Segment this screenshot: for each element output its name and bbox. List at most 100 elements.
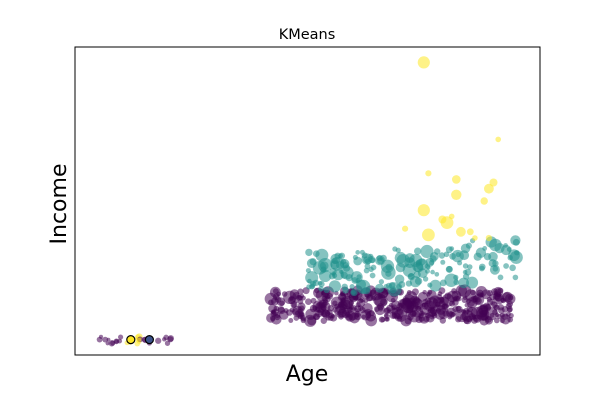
data-point — [334, 252, 341, 260]
data-point — [484, 183, 494, 194]
data-point — [346, 307, 353, 313]
data-point — [438, 252, 446, 259]
data-point — [167, 336, 174, 343]
data-point — [398, 302, 404, 308]
data-point — [417, 56, 430, 69]
data-point — [451, 249, 464, 263]
data-point — [342, 287, 349, 294]
data-point — [514, 249, 520, 256]
centroid-marker — [126, 335, 136, 345]
data-point — [392, 246, 398, 252]
data-point — [402, 225, 409, 232]
data-point — [356, 279, 371, 295]
data-point — [305, 268, 311, 274]
data-point — [305, 248, 313, 257]
data-point — [361, 314, 366, 319]
data-point — [375, 283, 385, 293]
data-point — [480, 197, 488, 205]
data-point — [485, 303, 492, 311]
data-point — [349, 284, 355, 290]
data-point — [108, 340, 115, 347]
data-point — [396, 314, 402, 320]
data-point — [439, 304, 446, 310]
data-point — [134, 340, 141, 347]
data-point — [462, 269, 468, 275]
data-point — [427, 289, 433, 295]
data-point — [407, 273, 415, 281]
data-point — [352, 254, 358, 260]
data-point — [466, 276, 479, 289]
centroid-markers — [126, 335, 154, 345]
data-point — [155, 337, 162, 344]
data-point — [402, 301, 415, 313]
data-point — [467, 264, 473, 270]
data-point — [292, 291, 300, 300]
data-point — [373, 306, 380, 312]
data-point — [378, 316, 385, 323]
data-point — [342, 264, 351, 272]
data-point — [445, 265, 453, 273]
data-point — [414, 247, 422, 255]
data-point — [425, 170, 432, 177]
data-point — [384, 317, 389, 322]
data-point — [363, 267, 370, 274]
data-point — [388, 302, 394, 308]
data-point — [300, 295, 306, 301]
data-point — [417, 204, 430, 217]
data-point — [461, 309, 466, 314]
data-point — [389, 311, 397, 319]
data-point — [448, 213, 455, 220]
data-point — [503, 243, 508, 248]
data-point — [315, 248, 329, 262]
data-point — [462, 263, 469, 269]
data-point — [422, 228, 435, 242]
data-point — [312, 260, 327, 275]
data-point — [427, 308, 437, 317]
data-point — [418, 313, 424, 319]
data-point — [297, 298, 304, 305]
y-axis-label: Income — [47, 164, 72, 245]
data-point — [314, 287, 320, 294]
data-point — [118, 334, 124, 340]
data-point — [472, 314, 482, 323]
data-point — [507, 307, 513, 313]
data-point — [331, 271, 336, 276]
data-point — [300, 316, 306, 322]
data-point — [350, 288, 358, 297]
data-point — [351, 277, 359, 284]
data-point — [440, 259, 446, 265]
data-point — [456, 226, 466, 237]
data-point — [293, 298, 299, 304]
data-point — [368, 255, 376, 264]
data-point — [485, 234, 492, 242]
data-point — [495, 312, 500, 318]
data-point — [354, 305, 362, 313]
data-point — [472, 293, 485, 306]
data-point — [391, 300, 401, 310]
data-point — [422, 298, 428, 305]
data-point — [413, 296, 420, 304]
data-point — [512, 274, 519, 281]
data-point — [488, 251, 498, 262]
data-point — [458, 277, 470, 289]
data-point — [105, 341, 110, 346]
data-point — [114, 339, 119, 344]
data-point — [497, 274, 504, 281]
data-point — [291, 302, 297, 308]
data-point — [507, 255, 513, 261]
data-point — [448, 311, 454, 316]
data-point — [479, 265, 485, 272]
data-point — [305, 308, 317, 320]
data-point — [485, 315, 492, 323]
data-point — [313, 313, 321, 321]
data-point — [137, 337, 142, 342]
data-point — [383, 313, 389, 318]
data-point — [427, 282, 433, 288]
data-point — [432, 298, 438, 304]
data-point — [325, 315, 331, 321]
data-point — [98, 334, 104, 339]
data-point — [364, 263, 371, 270]
data-point — [415, 258, 428, 271]
data-point — [276, 297, 286, 306]
data-point — [444, 273, 458, 287]
